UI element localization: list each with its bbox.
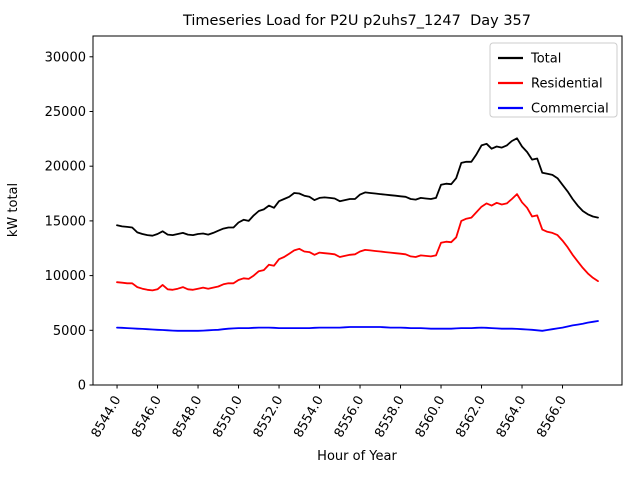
- x-axis-label: Hour of Year: [317, 449, 397, 464]
- x-tick-label: 8562.0: [453, 394, 489, 441]
- legend-residential-label: Residential: [531, 77, 603, 92]
- x-tick-label: 8544.0: [89, 394, 125, 441]
- legend-box: [489, 42, 618, 118]
- y-tick-label: 25000: [45, 105, 86, 120]
- x-tick-label: 8556.0: [332, 394, 368, 441]
- legend-commercial-label: Commercial: [531, 102, 609, 117]
- series-residential-line: [116, 193, 599, 292]
- y-tick-label: 10000: [45, 269, 86, 284]
- y-tick-label: 20000: [45, 160, 86, 175]
- y-tick-label: 5000: [53, 324, 86, 339]
- legend-total-label: Total: [530, 52, 561, 67]
- x-tick-label: 8554.0: [291, 394, 327, 441]
- x-tick-label: 8564.0: [494, 394, 530, 441]
- chart-title: Timeseries Load for P2U p2uhs7_1247 Day …: [182, 13, 531, 29]
- plot-area: 0 5000 10000 15000 20000 25000 30000 8544.0 8546…: [45, 35, 623, 441]
- y-axis-label: kW total: [6, 183, 21, 237]
- series-total-line: [116, 137, 599, 237]
- y-tick-label: 0: [78, 379, 86, 394]
- y-tick-label: 15000: [45, 214, 86, 229]
- x-tick-label: 8548.0: [170, 394, 206, 441]
- x-tick-label: 8558.0: [372, 394, 408, 441]
- x-tick-label: 8546.0: [129, 394, 165, 441]
- x-tick-label: 8566.0: [534, 394, 570, 441]
- y-tick-label: 30000: [45, 50, 86, 65]
- series-commercial-line: [116, 320, 599, 332]
- x-tick-label: 8560.0: [413, 394, 449, 441]
- x-tick-label: 8550.0: [210, 394, 246, 441]
- x-tick-label: 8552.0: [251, 394, 287, 441]
